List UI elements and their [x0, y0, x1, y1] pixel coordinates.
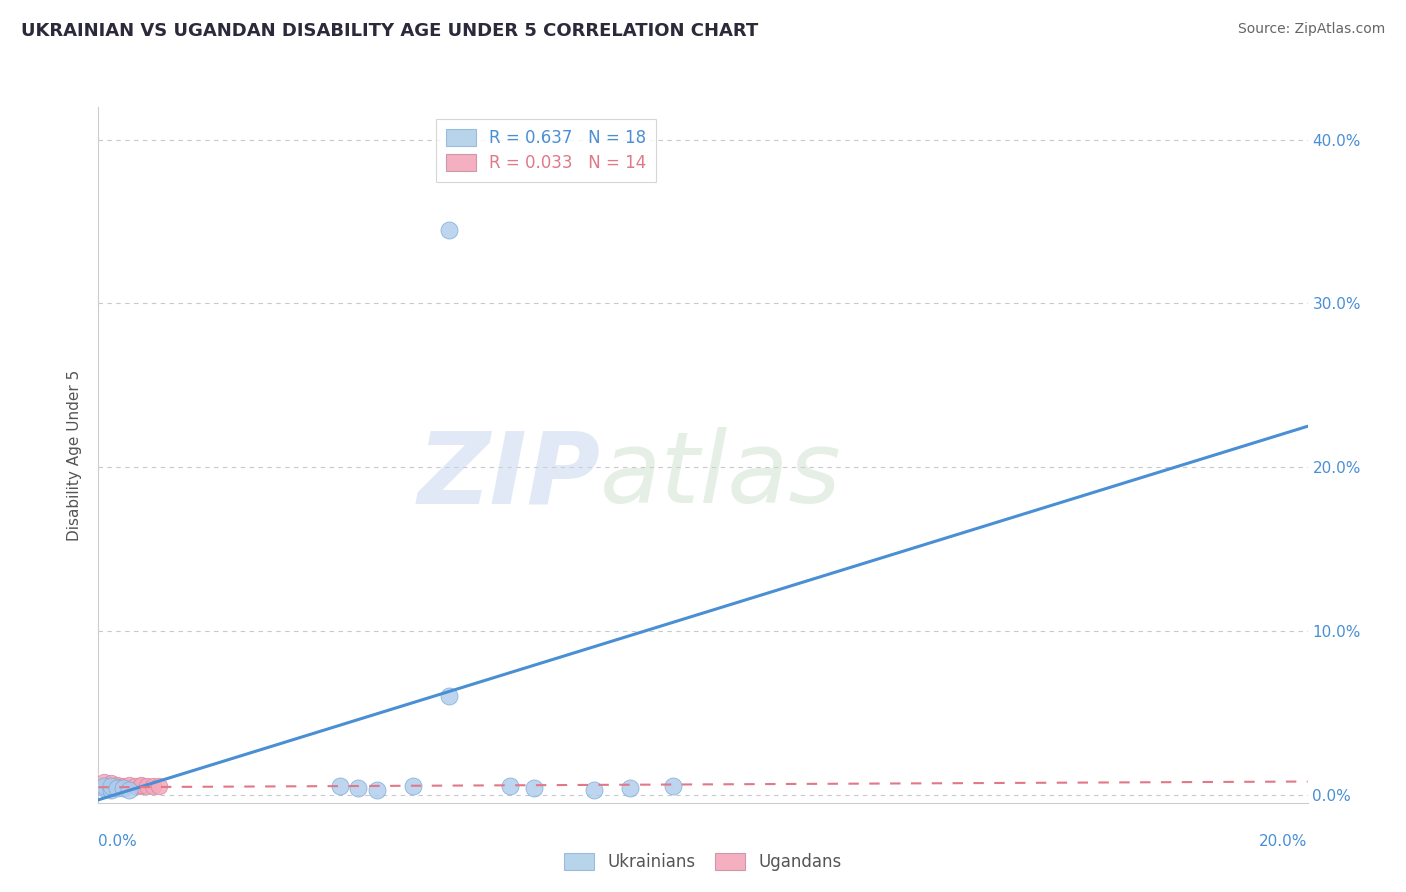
- Text: atlas: atlas: [600, 427, 842, 524]
- Text: UKRAINIAN VS UGANDAN DISABILITY AGE UNDER 5 CORRELATION CHART: UKRAINIAN VS UGANDAN DISABILITY AGE UNDE…: [21, 22, 758, 40]
- Point: [118, 778, 141, 792]
- Point: [347, 780, 370, 795]
- Point: [111, 780, 134, 795]
- Point: [111, 780, 134, 794]
- Point: [105, 778, 128, 792]
- Y-axis label: Disability Age Under 5: Disability Age Under 5: [67, 369, 83, 541]
- Text: 20.0%: 20.0%: [1260, 834, 1308, 849]
- Point: [93, 780, 115, 794]
- Point: [118, 782, 141, 797]
- Point: [148, 780, 170, 794]
- Point: [105, 780, 128, 795]
- Point: [100, 780, 122, 794]
- Text: Source: ZipAtlas.com: Source: ZipAtlas.com: [1237, 22, 1385, 37]
- Point: [498, 780, 520, 794]
- Point: [93, 780, 115, 795]
- Point: [366, 782, 388, 797]
- Point: [662, 780, 685, 794]
- Legend: R = 0.637   N = 18, R = 0.033   N = 14: R = 0.637 N = 18, R = 0.033 N = 14: [436, 119, 657, 182]
- Text: 0.0%: 0.0%: [98, 834, 138, 849]
- Legend: Ukrainians, Ugandans: Ukrainians, Ugandans: [555, 845, 851, 880]
- Point: [124, 780, 146, 794]
- Point: [100, 780, 122, 794]
- Text: ZIP: ZIP: [418, 427, 600, 524]
- Point: [583, 782, 606, 797]
- Point: [93, 774, 115, 789]
- Point: [135, 780, 157, 794]
- Point: [100, 782, 122, 797]
- Point: [129, 778, 152, 792]
- Point: [523, 780, 546, 795]
- Point: [93, 780, 115, 794]
- Point: [100, 776, 122, 790]
- Point: [105, 780, 128, 794]
- Point: [142, 780, 165, 794]
- Point: [402, 780, 425, 794]
- Point: [619, 780, 641, 795]
- Point: [329, 780, 352, 794]
- Point: [437, 690, 460, 704]
- Point: [129, 780, 152, 794]
- Point: [437, 223, 460, 237]
